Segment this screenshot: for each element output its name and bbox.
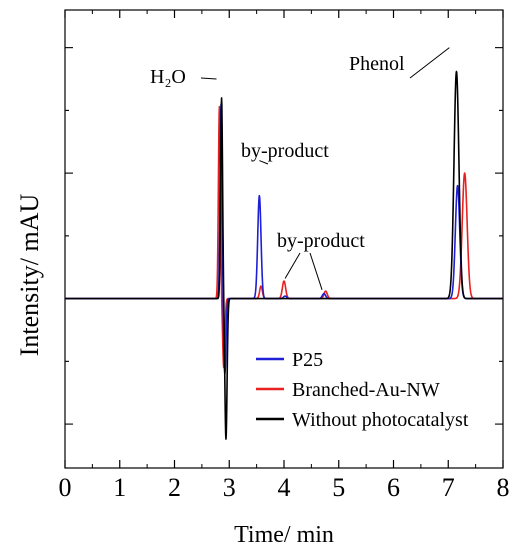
x-axis-title: Time/ min: [234, 522, 334, 548]
legend: P25 Branched-Au-NW Without photocatalyst: [256, 349, 469, 431]
x-tick-label: 0: [59, 473, 72, 502]
x-tick-label: 2: [168, 473, 181, 502]
series-line-without-photocatalyst: [64, 70, 504, 440]
annotation-byproduct2-leader-b: [309, 252, 323, 290]
legend-label: P25: [292, 349, 323, 371]
annotation-phenol: Phenol: [349, 53, 405, 75]
x-tick-label: 4: [278, 473, 291, 502]
x-axis-ticks: 0 1 2 3 4 5 6 7 8: [59, 10, 510, 502]
x-tick-label: 7: [442, 473, 455, 502]
x-tick-label: 5: [332, 473, 345, 502]
annotation-byproduct1-leader: [259, 160, 269, 165]
x-tick-label: 6: [387, 473, 400, 502]
annotation-h2o-leader: [200, 77, 217, 80]
legend-label: Without photocatalyst: [292, 409, 469, 431]
series-layer: [64, 70, 504, 440]
legend-label: Branched-Au-NW: [292, 379, 440, 401]
annotation-phenol-leader: [409, 47, 450, 79]
y-axis-title: Intensity/ mAU: [15, 194, 44, 357]
annotation-h2o: H₂O: [150, 66, 186, 88]
annotation-byproduct2: by-product: [277, 230, 365, 252]
annotation-byproduct2-leader-a: [284, 252, 301, 279]
annotation-layer: H₂O by-product by-product Phenol: [150, 47, 450, 290]
x-tick-label: 3: [223, 473, 236, 502]
x-tick-label: 8: [497, 473, 510, 502]
x-tick-label: 1: [113, 473, 126, 502]
annotation-byproduct1: by-product: [241, 140, 329, 162]
